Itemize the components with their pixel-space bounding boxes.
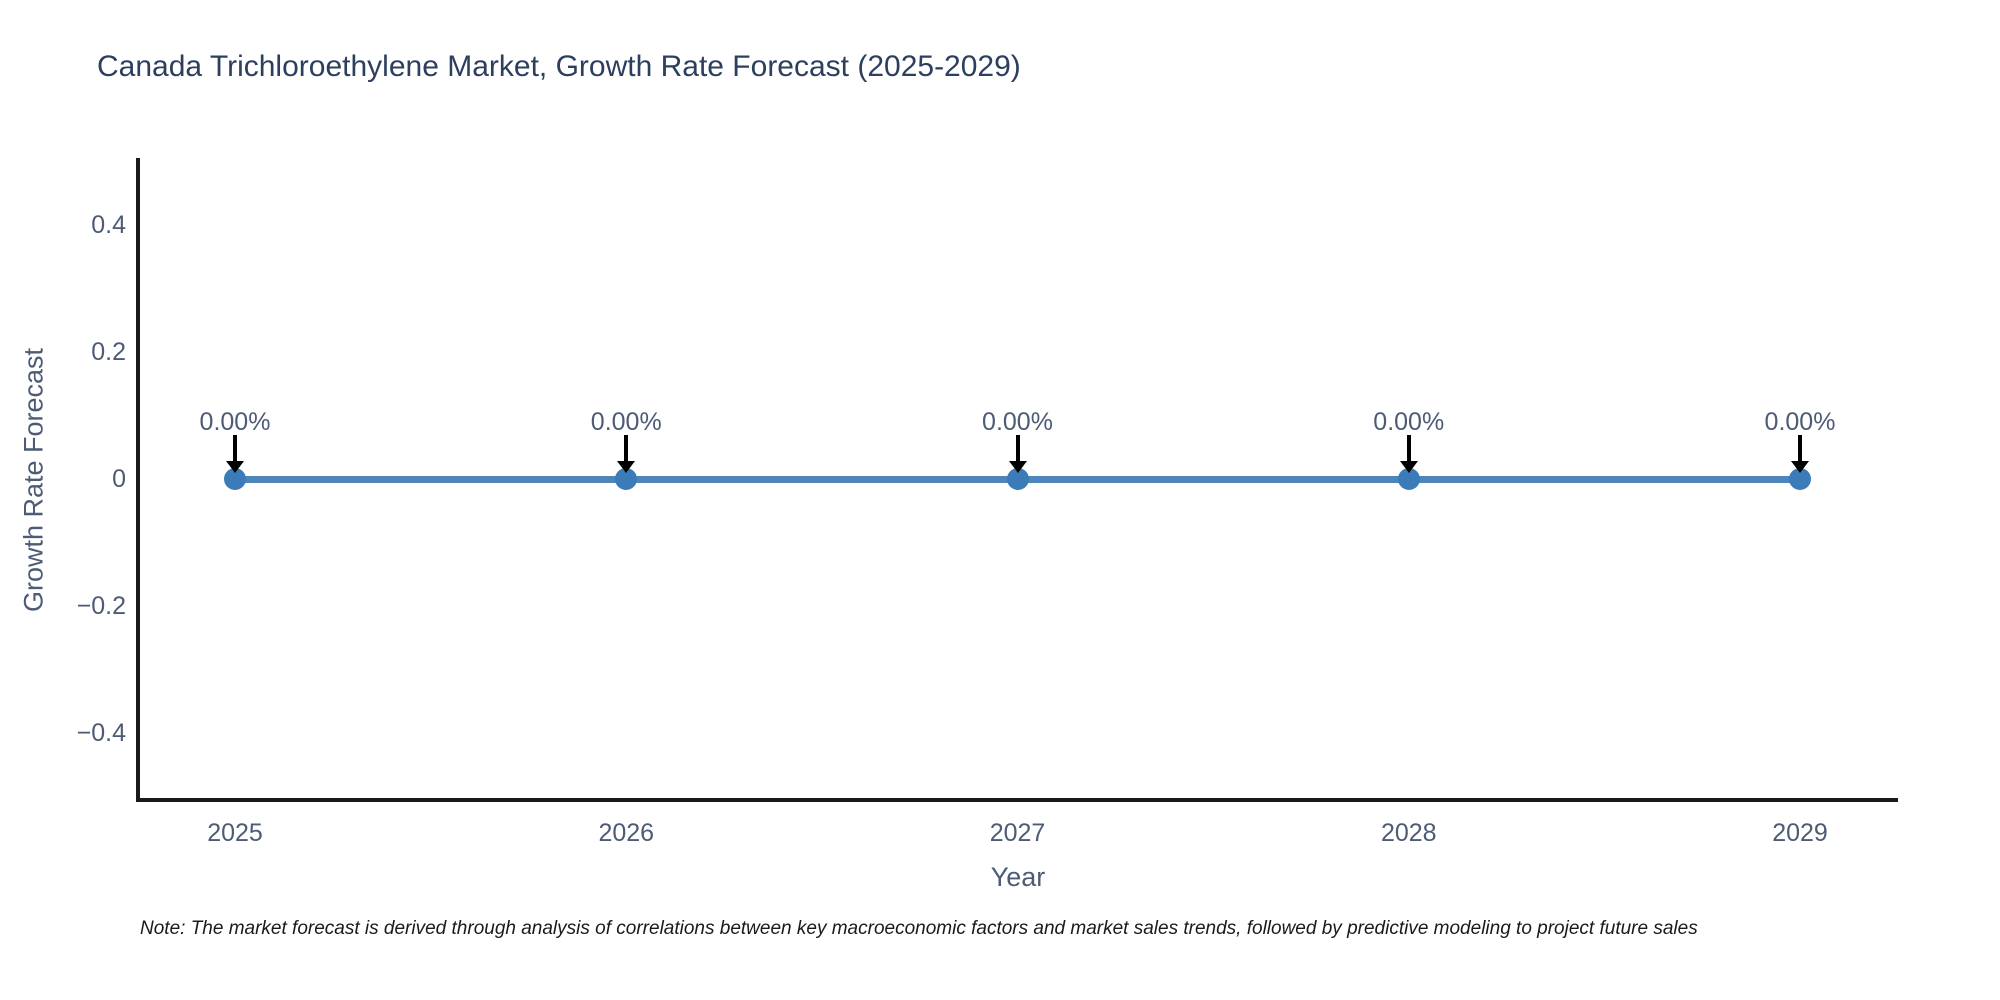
chart-title: Canada Trichloroethylene Market, Growth … (97, 50, 1021, 83)
annotation-arrow-line (624, 435, 629, 462)
data-point-marker (1006, 468, 1029, 491)
data-point-marker (1397, 468, 1420, 491)
annotation-arrow-line (1015, 435, 1020, 462)
x-axis-tick-label: 2025 (207, 819, 263, 847)
annotation-label: 0.00% (199, 408, 271, 437)
data-point-marker (224, 468, 246, 491)
annotation-arrowhead-icon (1791, 461, 1809, 474)
data-point-marker (1789, 468, 1811, 491)
y-axis-tick-label: 0.4 (91, 211, 126, 240)
annotation-label: 0.00% (982, 408, 1053, 437)
x-axis-tick-label: 2028 (1380, 819, 1437, 847)
x-axis-tick-label: 2027 (989, 819, 1046, 847)
y-axis-tick-label: 0.2 (91, 338, 126, 367)
annotation-arrow-line (233, 435, 237, 462)
annotation-label: 0.00% (1373, 408, 1445, 437)
annotation-arrow-line (1406, 435, 1411, 462)
data-point-marker (615, 468, 638, 491)
annotation-arrowhead-icon (617, 461, 636, 474)
annotation-arrowhead-icon (1399, 461, 1418, 474)
annotation-arrowhead-icon (1008, 461, 1027, 474)
x-axis-title: Year (990, 862, 1046, 892)
x-axis-tick-label: 2026 (598, 819, 655, 847)
x-axis-spine (136, 798, 1898, 802)
y-axis-tick-label: 0 (112, 465, 126, 494)
annotation-arrowhead-icon (226, 461, 244, 474)
y-axis-spine (136, 158, 140, 802)
annotation-arrow-line (1798, 435, 1802, 462)
annotation-label: 0.00% (590, 408, 662, 437)
y-axis-tick-label: −0.2 (76, 591, 126, 620)
footnote: Note: The market forecast is derived thr… (140, 918, 1698, 939)
x-axis-tick-label: 2029 (1772, 819, 1828, 847)
y-axis-tick-label: −0.4 (76, 718, 126, 747)
annotation-label: 0.00% (1764, 408, 1836, 437)
